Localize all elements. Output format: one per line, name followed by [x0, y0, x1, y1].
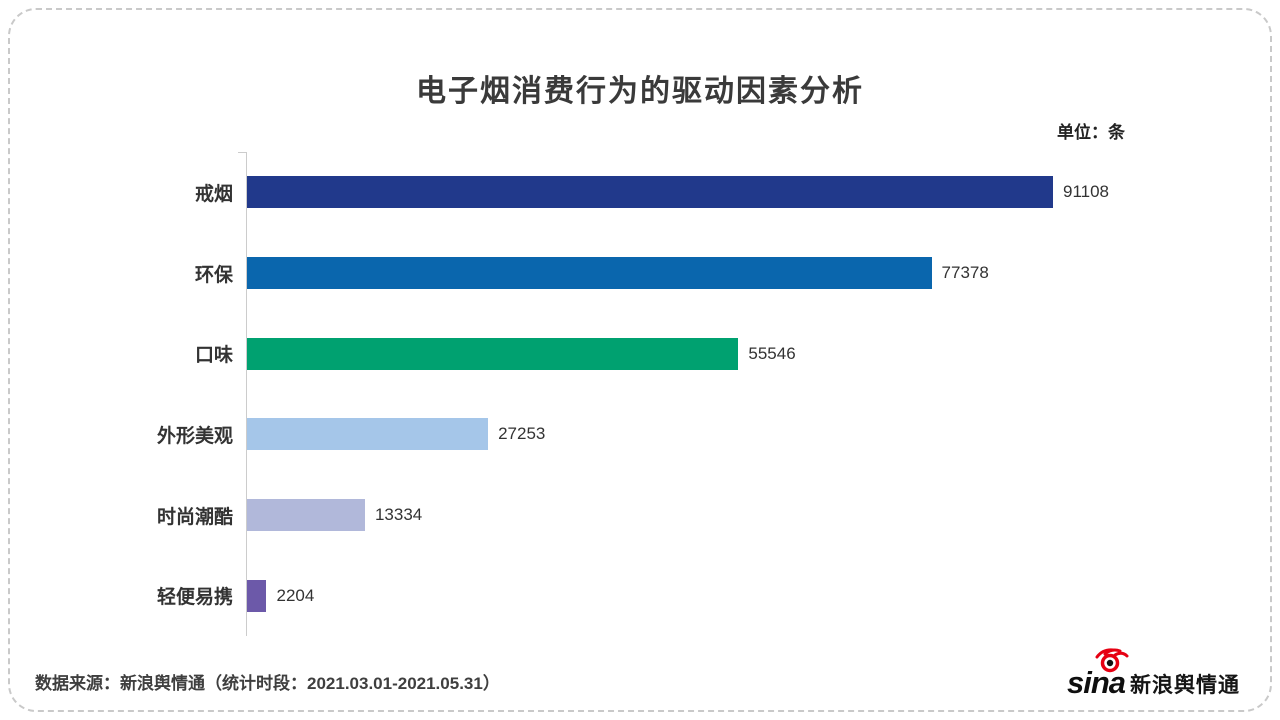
bar-2 — [247, 337, 739, 370]
category-label: 环保 — [194, 264, 233, 286]
bar-row: 时尚潮酷 13334 — [157, 475, 1217, 556]
sina-yuqingtong-logo: sina 新浪舆情通 — [1066, 648, 1240, 700]
category-label: 轻便易携 — [156, 587, 233, 609]
bar-3 — [247, 418, 489, 451]
bar-row: 轻便易携 2204 — [157, 555, 1217, 636]
sina-wordmark: sina — [1066, 665, 1126, 700]
bar-row: 外形美观 27253 — [157, 394, 1217, 475]
bar-5 — [247, 579, 267, 612]
category-label: 外形美观 — [156, 425, 233, 447]
bar-1 — [247, 257, 932, 289]
bar-0 — [247, 176, 1053, 209]
value-label: 91108 — [1063, 182, 1110, 202]
value-label: 27253 — [498, 424, 546, 444]
brand-name-text: 新浪舆情通 — [1130, 673, 1240, 697]
value-label: 77378 — [941, 263, 989, 282]
bar-row: 环保 77378 — [195, 233, 1217, 314]
unit-label: 单位：条 — [1057, 123, 1125, 142]
data-source-note: 数据来源：新浪舆情通（统计时段：2021.03.01-2021.05.31） — [35, 674, 500, 693]
bar-row: 口味 55546 — [195, 313, 1217, 394]
sina-logo-wrap: sina — [1066, 648, 1129, 700]
plot-area: 戒烟 91108 环保 77378 口味 55546 外形美观 27253 时尚潮酷 13334 轻… — [157, 152, 1217, 636]
sina-eye-icon — [1095, 648, 1129, 673]
category-label: 时尚潮酷 — [156, 506, 233, 528]
category-label: 口味 — [194, 345, 233, 367]
category-label: 戒烟 — [194, 183, 233, 205]
bar-row: 戒烟 91108 — [195, 152, 1217, 233]
value-label: 13334 — [374, 505, 423, 525]
value-label: 55546 — [748, 343, 796, 363]
bar-4 — [247, 499, 365, 532]
value-label: 2204 — [276, 585, 315, 605]
chart-title: 电子烟消费行为的驱动因素分析 — [416, 75, 864, 108]
